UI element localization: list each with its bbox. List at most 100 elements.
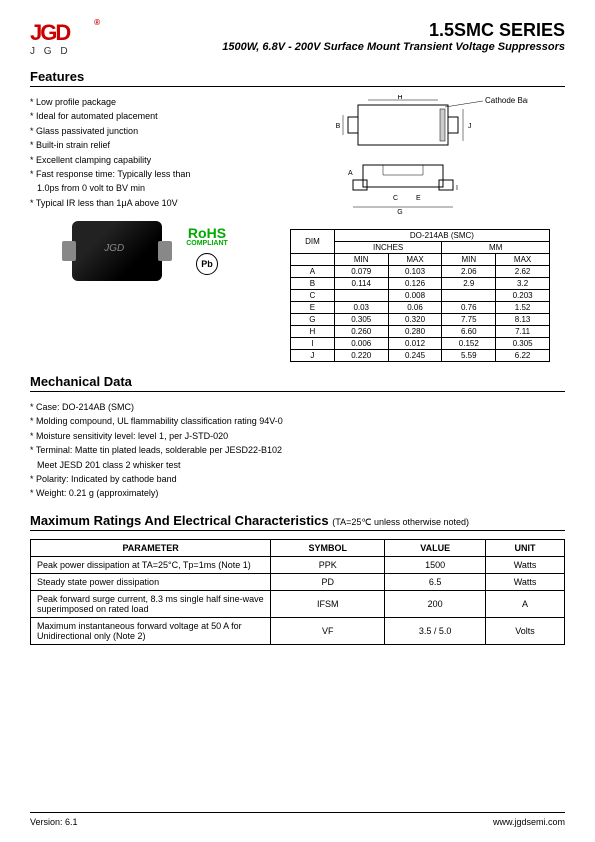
dimension-table: DIMDO-214AB (SMC) INCHESMM MIN MAX MIN M…	[290, 229, 550, 362]
dim-cell: 0.114	[334, 278, 388, 290]
rating-symbol: IFSM	[271, 590, 385, 617]
dim-cell: 0.280	[388, 326, 442, 338]
feature-item: Ideal for automated placement	[30, 109, 288, 123]
dim-cell: 6.60	[442, 326, 496, 338]
dim-cell: B	[291, 278, 335, 290]
mech-item: Polarity: Indicated by cathode band	[30, 472, 565, 486]
dim-cell: 0.305	[496, 338, 550, 350]
rating-value: 3.5 / 5.0	[385, 617, 486, 644]
rohs-text: RoHS	[188, 227, 226, 240]
ratings-col-value: VALUE	[385, 539, 486, 556]
rating-symbol: VF	[271, 617, 385, 644]
dim-cell: 0.203	[496, 290, 550, 302]
dim-cell: E	[291, 302, 335, 314]
dim-sub: MAX	[388, 254, 442, 266]
svg-text:G: G	[397, 209, 402, 215]
dim-cell	[334, 290, 388, 302]
dim-mm: MM	[442, 242, 550, 254]
dim-cell: 7.11	[496, 326, 550, 338]
dim-title: DO-214AB (SMC)	[334, 230, 549, 242]
dim-cell: 0.103	[388, 266, 442, 278]
dim-cell: 0.06	[388, 302, 442, 314]
dim-cell: 5.59	[442, 350, 496, 362]
feature-item: Glass passivated junction	[30, 124, 288, 138]
page-footer: Version: 6.1 www.jgdsemi.com	[30, 812, 565, 827]
dim-cell: 0.260	[334, 326, 388, 338]
ratings-table: PARAMETER SYMBOL VALUE UNIT Peak power d…	[30, 539, 565, 645]
svg-text:I: I	[456, 185, 458, 192]
feature-item: Low profile package	[30, 95, 288, 109]
features-list-block: Low profile package Ideal for automated …	[30, 95, 288, 215]
rating-param: Peak power dissipation at TA=25°C, Tp=1m…	[31, 556, 271, 573]
dim-sub: MAX	[496, 254, 550, 266]
rohs-block: RoHS COMPLIANT Pb	[186, 227, 228, 275]
dim-cell: 2.9	[442, 278, 496, 290]
dim-cell: 3.2	[496, 278, 550, 290]
dim-cell: J	[291, 350, 335, 362]
dim-cell: G	[291, 314, 335, 326]
ratings-col-unit: UNIT	[486, 539, 565, 556]
dim-cell: 0.126	[388, 278, 442, 290]
features-list: Low profile package Ideal for automated …	[30, 95, 288, 210]
svg-text:A: A	[348, 170, 353, 177]
rating-param: Maximum instantaneous forward voltage at…	[31, 617, 271, 644]
mech-item: Molding compound, UL flammability classi…	[30, 414, 565, 428]
cathode-band-label: Cathode Band	[485, 96, 528, 105]
version-text: Version: 6.1	[30, 817, 78, 827]
features-row: Low profile package Ideal for automated …	[30, 95, 565, 215]
mech-item: Meet JESD 201 class 2 whisker test	[30, 458, 565, 472]
rating-value: 6.5	[385, 573, 486, 590]
mech-item: Case: DO-214AB (SMC)	[30, 400, 565, 414]
website-text: www.jgdsemi.com	[493, 817, 565, 827]
rating-value: 1500	[385, 556, 486, 573]
rating-symbol: PD	[271, 573, 385, 590]
rating-unit: Watts	[486, 556, 565, 573]
ratings-col-param: PARAMETER	[31, 539, 271, 556]
dim-cell: 2.06	[442, 266, 496, 278]
dim-cell: 0.220	[334, 350, 388, 362]
dim-cell: 0.245	[388, 350, 442, 362]
rating-value: 200	[385, 590, 486, 617]
dim-sub: MIN	[334, 254, 388, 266]
dim-cell: 0.006	[334, 338, 388, 350]
package-drawing: H B J Cathode Band A C E I G	[308, 95, 528, 215]
svg-text:J: J	[468, 123, 472, 130]
title-block: 1.5SMC SERIES 1500W, 6.8V - 200V Surface…	[90, 20, 565, 53]
dim-cell: 0.03	[334, 302, 388, 314]
rating-symbol: PPK	[271, 556, 385, 573]
mech-item: Terminal: Matte tin plated leads, solder…	[30, 443, 565, 457]
ratings-col-symbol: SYMBOL	[271, 539, 385, 556]
feature-item: Fast response time: Typically less than	[30, 167, 288, 181]
feature-item: Built-in strain relief	[30, 138, 288, 152]
dim-cell: A	[291, 266, 335, 278]
dimension-table-block: DIMDO-214AB (SMC) INCHESMM MIN MAX MIN M…	[290, 221, 565, 362]
rating-unit: A	[486, 590, 565, 617]
ratings-heading: Maximum Ratings And Electrical Character…	[30, 513, 565, 531]
compliance-block: JGD RoHS COMPLIANT Pb	[30, 221, 270, 281]
pb-free-icon: Pb	[196, 253, 218, 275]
feature-item: 1.0ps from 0 volt to BV min	[30, 181, 288, 195]
dim-cell: 2.62	[496, 266, 550, 278]
dim-header: DIM	[291, 230, 335, 254]
dim-cell: 0.012	[388, 338, 442, 350]
package-drawing-block: H B J Cathode Band A C E I G	[308, 95, 566, 215]
svg-text:B: B	[335, 123, 340, 130]
mechanical-list: Case: DO-214AB (SMC) Molding compound, U…	[30, 400, 565, 501]
chip-image: JGD	[72, 221, 162, 281]
mid-row: JGD RoHS COMPLIANT Pb DIMDO-214AB (SMC) …	[30, 221, 565, 362]
ratings-note: (TA=25℃ unless otherwise noted)	[332, 517, 469, 527]
dim-cell: 6.22	[496, 350, 550, 362]
mechanical-heading: Mechanical Data	[30, 374, 565, 392]
rating-unit: Watts	[486, 573, 565, 590]
dim-cell: 8.13	[496, 314, 550, 326]
dim-cell: 0.320	[388, 314, 442, 326]
rating-param: Steady state power dissipation	[31, 573, 271, 590]
dim-cell: 0.152	[442, 338, 496, 350]
svg-text:E: E	[416, 195, 421, 202]
feature-item: Excellent clamping capability	[30, 153, 288, 167]
dim-inches: INCHES	[334, 242, 442, 254]
dim-cell: I	[291, 338, 335, 350]
rohs-compliant-text: COMPLIANT	[186, 240, 228, 247]
features-heading: Features	[30, 69, 565, 87]
logo: JGD® J G D	[30, 20, 90, 57]
